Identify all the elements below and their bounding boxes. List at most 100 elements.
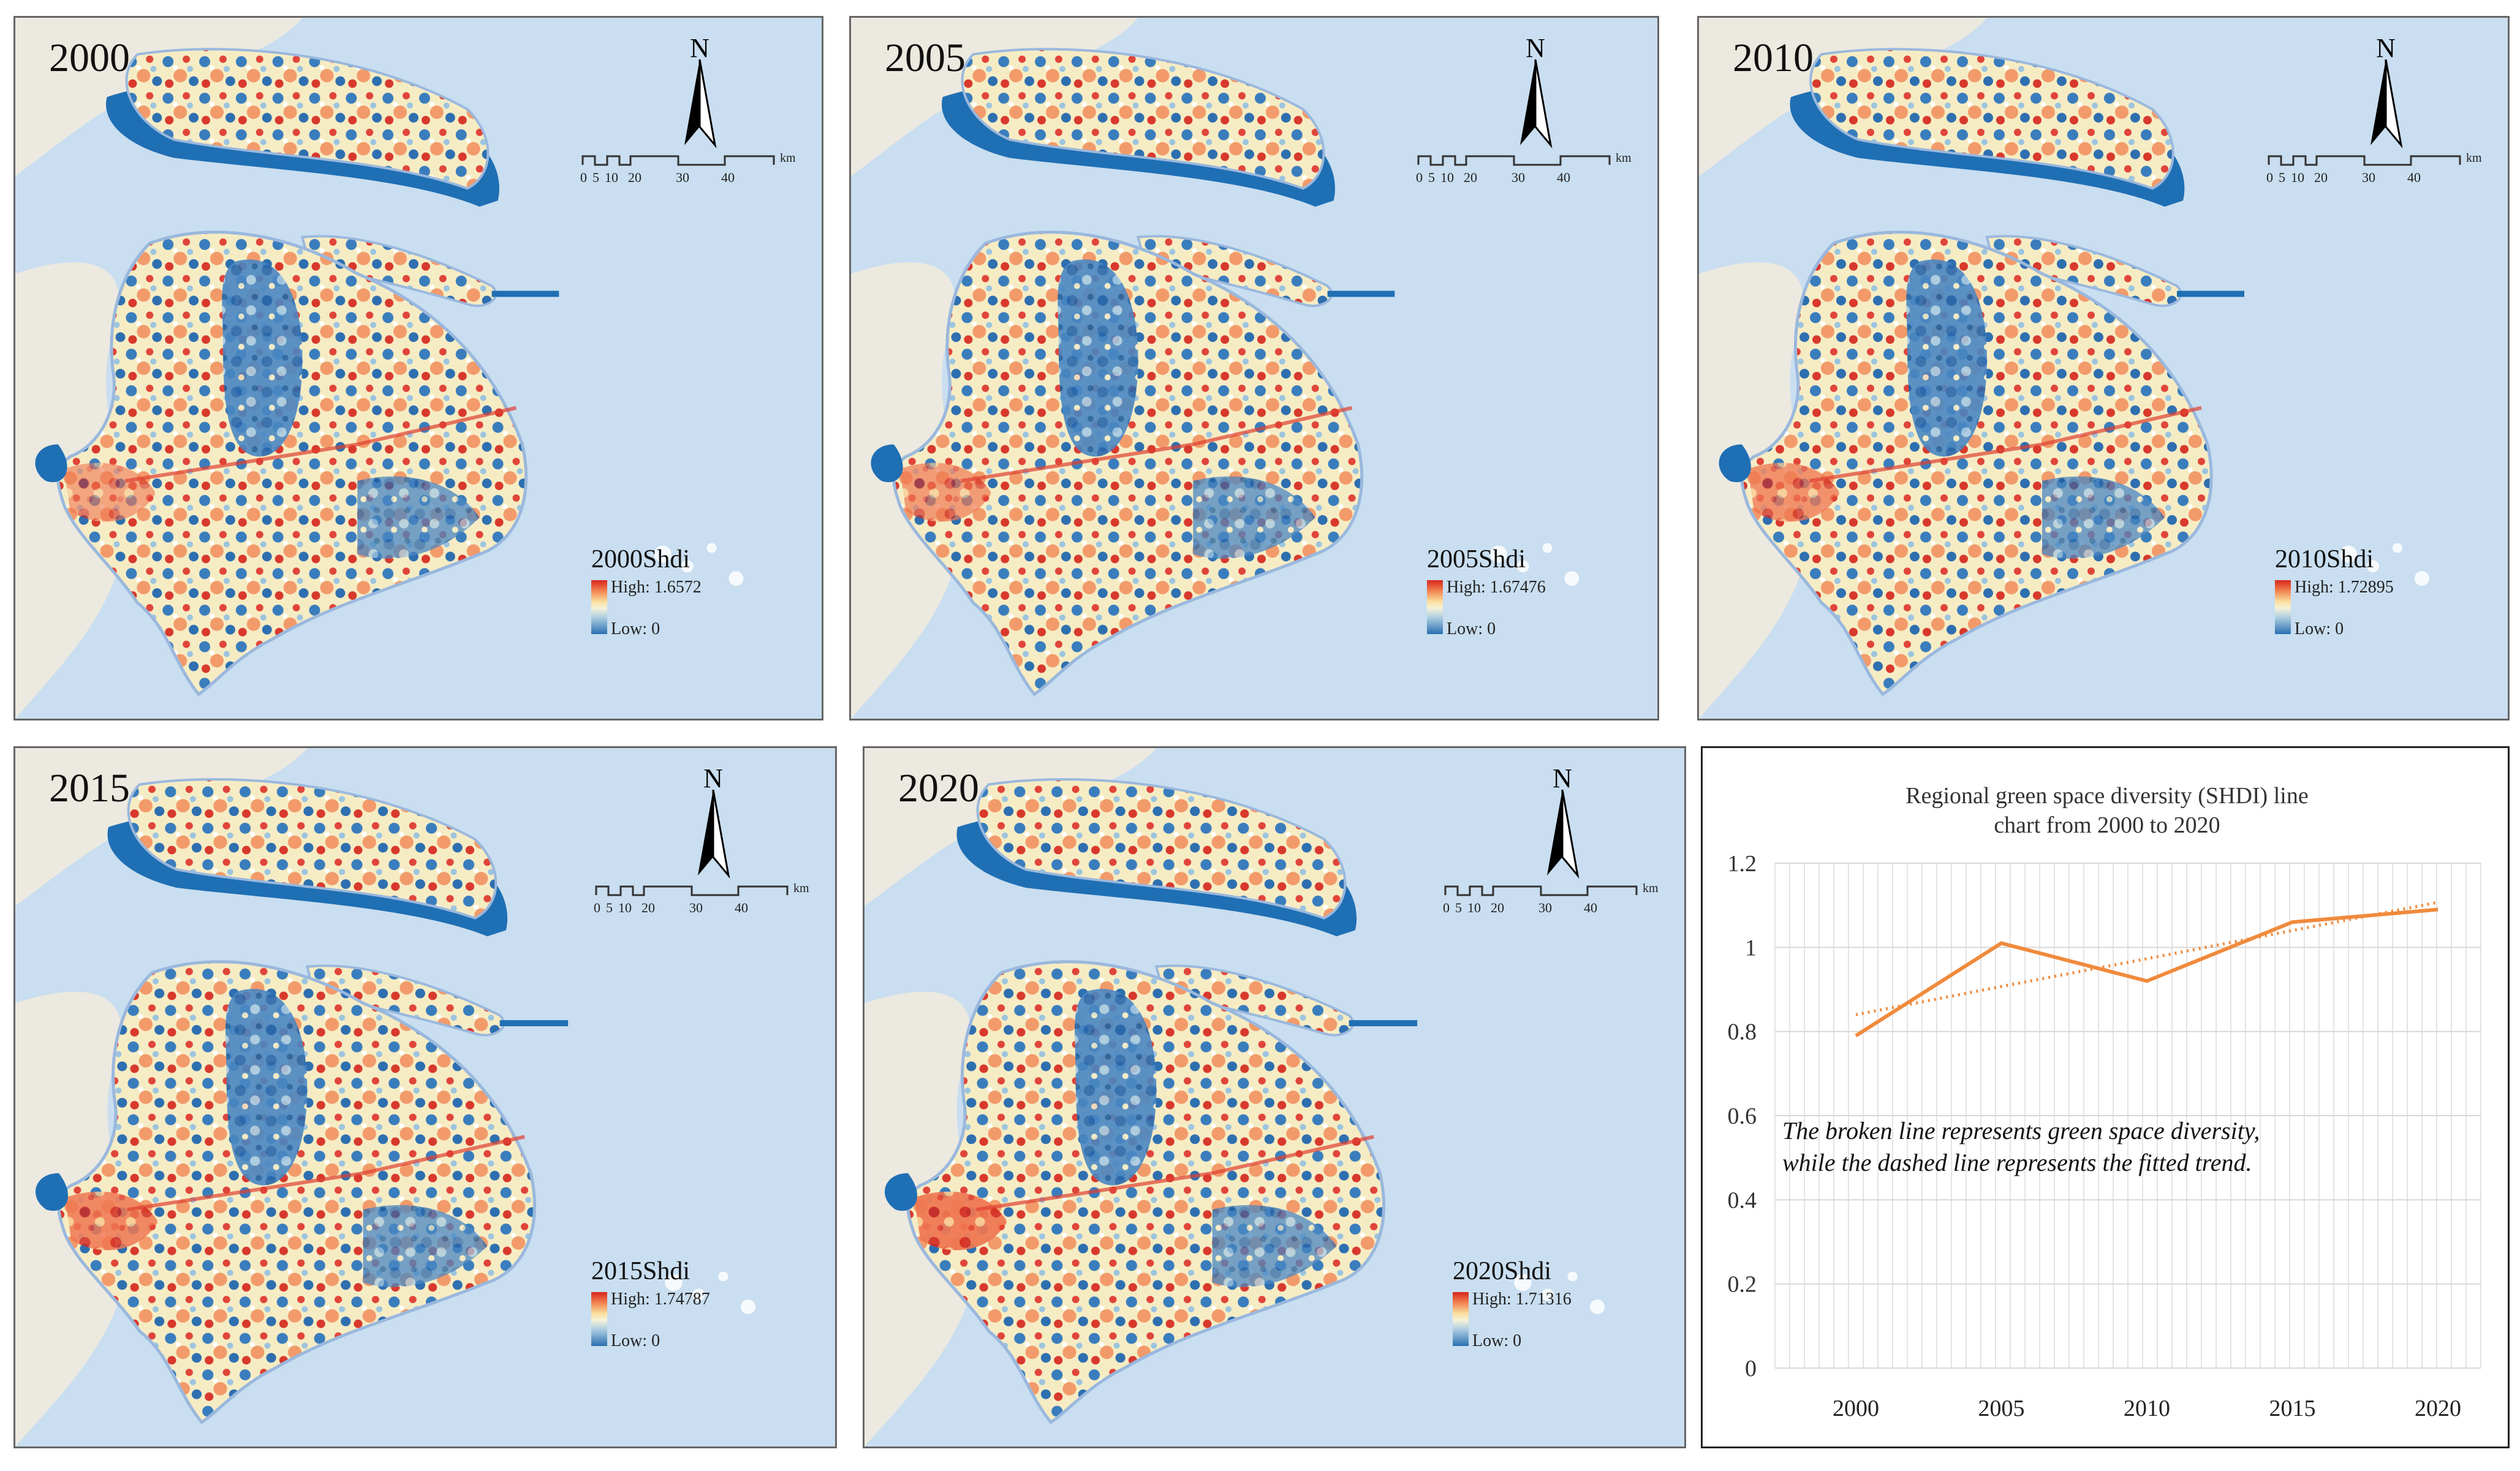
y-tick-label: 0.8: [1728, 1019, 1757, 1045]
scale-bar-icon: [595, 885, 789, 896]
panel-year: 2015: [49, 766, 130, 811]
north-arrow-icon: [1547, 790, 1580, 879]
panel-year: 2010: [1733, 36, 1814, 80]
scale-tick: 0: [580, 170, 587, 185]
legend-title: 2005Shdi: [1427, 545, 1526, 573]
shdi-line-chart: Regional green space diversity (SHDI) li…: [1701, 746, 2510, 1448]
x-tick-label: 2005: [1978, 1396, 2025, 1421]
legend-high: High: 1.74787: [611, 1290, 710, 1309]
legend-color-ramp: [1453, 1292, 1469, 1346]
legend-high: High: 1.67476: [1447, 578, 1546, 597]
chongming-island: [125, 48, 490, 190]
x-tick-label: 2015: [2269, 1396, 2316, 1421]
west-high-area: [1748, 463, 1840, 522]
urban-core-low: [1906, 259, 1987, 457]
scale-tick: 0: [1443, 900, 1450, 915]
scale-bar-icon: [581, 155, 775, 166]
map-panel-2005: 2005 N 0 5 10 20 30 40 km 2005Shdi High: 1.67…: [849, 16, 1659, 720]
legend-color-ramp: [2275, 580, 2291, 634]
legend-color-ramp: [591, 1292, 607, 1346]
chart-annotation-line2: while the dashed line represents the fit…: [1782, 1149, 2252, 1176]
panel-year: 2000: [49, 36, 130, 80]
y-tick-label: 0.4: [1728, 1187, 1757, 1213]
legend-title: 2020Shdi: [1453, 1257, 1552, 1285]
scale-tick: 10: [2291, 170, 2304, 185]
scale-bar: 0 5 10 20 30 40 km: [2266, 140, 2487, 195]
urban-core-low: [1075, 989, 1157, 1185]
scale-tick: 20: [628, 170, 641, 185]
scale-tick: 10: [1440, 170, 1454, 185]
scale-tick: 40: [721, 170, 735, 185]
north-label: N: [1526, 33, 1545, 63]
chart-annotation-line1: The broken line represents green space d…: [1782, 1117, 2260, 1144]
scale-tick: 20: [641, 900, 655, 915]
y-tick-label: 1.2: [1728, 851, 1757, 877]
legend-low: Low: 0: [2295, 619, 2344, 638]
north-arrow: N: [686, 763, 741, 879]
scale-unit: km: [2466, 151, 2482, 165]
chongming-island: [961, 48, 1325, 190]
legend-low: Low: 0: [1447, 619, 1496, 638]
scale-bar-icon: [2268, 155, 2461, 166]
legend-low: Low: 0: [1472, 1331, 1522, 1350]
chongming-island: [127, 778, 498, 920]
legend-low: Low: 0: [611, 1331, 660, 1350]
x-tick-label: 2000: [1833, 1396, 1879, 1421]
y-tick-label: 0: [1745, 1356, 1757, 1382]
scale-tick: 30: [1512, 170, 1525, 185]
scale-tick: 20: [1491, 900, 1504, 915]
chart-title-line1: Regional green space diversity (SHDI) li…: [1905, 783, 2308, 809]
shdi-series-line: [1855, 907, 2439, 1038]
map-panel-2010: 2010 N 0 5 10 20 30 40 km 2010Shdi High: 1.72…: [1697, 16, 2510, 720]
legend-title: 2010Shdi: [2275, 545, 2374, 573]
panel-year: 2005: [885, 36, 966, 80]
urban-core-low: [225, 989, 308, 1185]
scale-tick: 10: [618, 900, 632, 915]
north-arrow-icon: [698, 790, 730, 879]
north-arrow: N: [672, 32, 727, 149]
west-high-area: [65, 1191, 159, 1250]
scale-bar: 0 5 10 20 30 40 km: [1443, 871, 1663, 926]
chongming-island: [976, 778, 1347, 920]
legend-title: 2000Shdi: [591, 545, 691, 573]
north-label: N: [690, 33, 709, 63]
west-high-area: [899, 463, 992, 522]
panel-year: 2020: [898, 766, 979, 811]
y-tick-label: 1: [1745, 935, 1757, 961]
west-high-area: [64, 463, 156, 522]
west-high-area: [914, 1191, 1008, 1250]
map-canvas: [865, 748, 1684, 1446]
shdi-legend: 2015Shdi High: 1.74787 Low: 0: [591, 1257, 751, 1361]
shanghai-mainland: [892, 230, 1364, 697]
scale-bar-icon: [1444, 885, 1638, 896]
map-panel-2015: 2015 N 0 5 10 20 30 40 km 2015Shdi High: 1.74…: [13, 746, 837, 1448]
scale-tick: 0: [1416, 170, 1423, 185]
scale-bar: 0 5 10 20 30 40 km: [594, 871, 814, 926]
north-arrow-icon: [1520, 59, 1553, 149]
north-arrow: N: [2358, 32, 2413, 149]
legend-high: High: 1.71316: [1472, 1290, 1572, 1309]
north-label: N: [1553, 763, 1572, 793]
x-tick-label: 2020: [2415, 1396, 2461, 1421]
scale-unit: km: [780, 151, 796, 165]
legend-low: Low: 0: [611, 619, 660, 638]
map-panel-2000: 2000 N 0 5 10 20 30 40 km 2000Shdi High: 1.65…: [13, 16, 823, 720]
scale-unit: km: [793, 882, 809, 895]
scale-tick: 5: [2279, 170, 2285, 185]
north-arrow-icon: [2371, 59, 2403, 149]
scale-tick: 5: [1428, 170, 1435, 185]
shdi-legend: 2005Shdi High: 1.67476 Low: 0: [1427, 545, 1586, 649]
scale-tick: 30: [1538, 900, 1552, 915]
shanghai-mainland: [56, 230, 528, 697]
map-panel-2020: 2020 N 0 5 10 20 30 40 km 2020Shdi High: 1.71…: [863, 746, 1686, 1448]
north-label: N: [2376, 33, 2396, 63]
y-tick-label: 0.2: [1728, 1272, 1757, 1298]
north-arrow: N: [1508, 32, 1563, 149]
scale-unit: km: [1616, 151, 1632, 165]
scale-bar: 0 5 10 20 30 40 km: [580, 140, 801, 195]
chart-svg: Regional green space diversity (SHDI) li…: [1728, 783, 2481, 1421]
shanghai-mainland: [1740, 230, 2213, 697]
scale-tick: 40: [1557, 170, 1570, 185]
scale-tick: 10: [1467, 900, 1481, 915]
urban-core-low: [1058, 259, 1138, 457]
